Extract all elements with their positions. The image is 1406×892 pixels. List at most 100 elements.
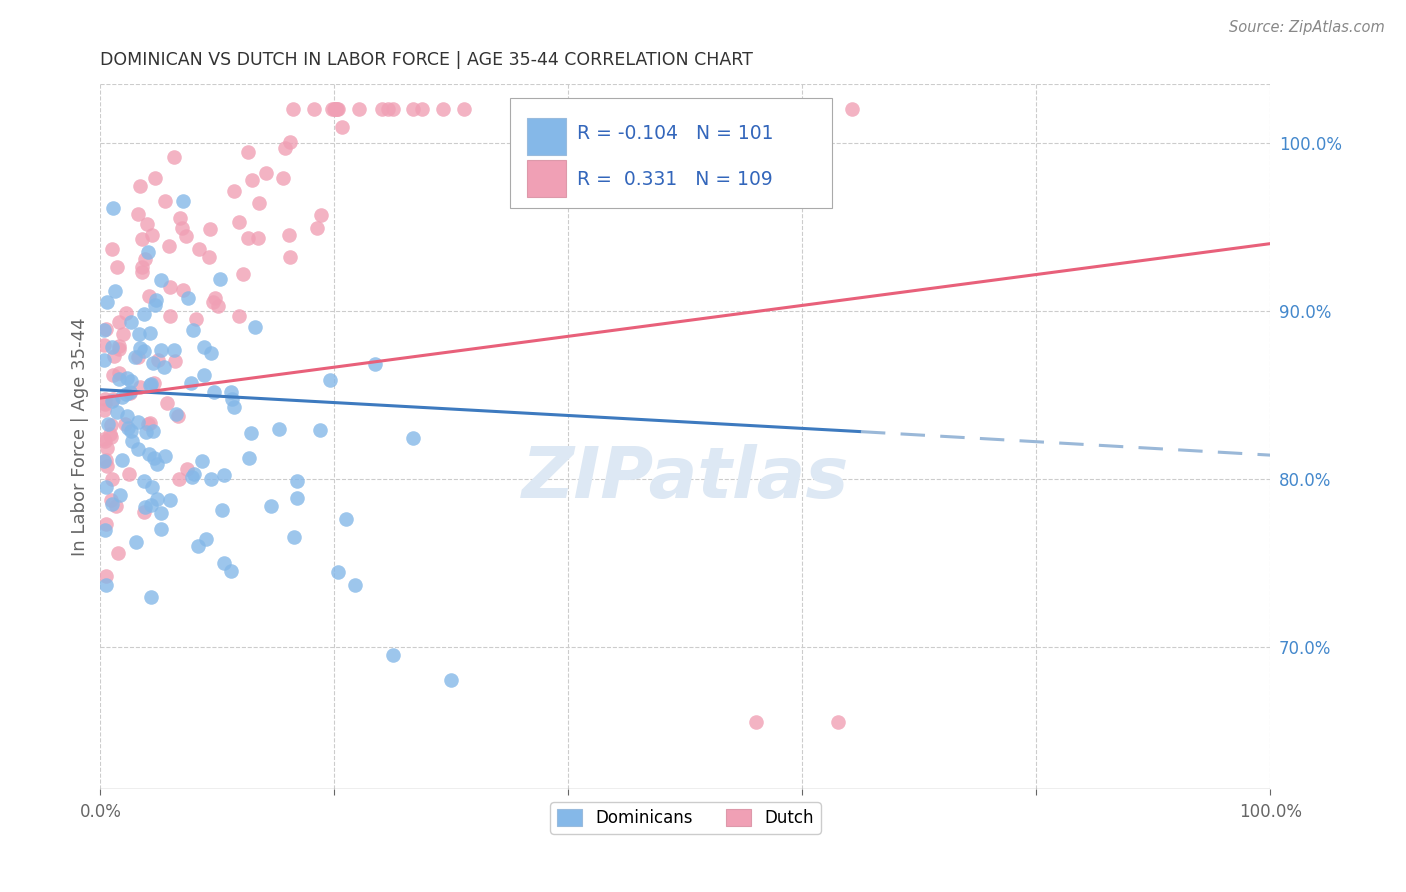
Point: [135, 425, 157, 439]
Text: DOMINICAN VS DUTCH IN LABOR FORCE | AGE 35-44 CORRELATION CHART: DOMINICAN VS DUTCH IN LABOR FORCE | AGE …: [100, 51, 754, 69]
Point: [432, 103, 454, 117]
Point: [150, 343, 173, 358]
Point: [118, 467, 141, 482]
Point: [127, 415, 149, 429]
Point: [219, 564, 242, 578]
Point: [136, 217, 159, 231]
Point: [841, 103, 863, 117]
Point: [169, 211, 191, 225]
Point: [221, 392, 243, 407]
Point: [100, 430, 122, 444]
Point: [236, 145, 259, 159]
Point: [93, 454, 115, 468]
Point: [125, 534, 148, 549]
Point: [121, 434, 143, 448]
Point: [174, 229, 197, 244]
Point: [138, 378, 160, 392]
Point: [108, 488, 131, 502]
Point: [124, 350, 146, 364]
Point: [94, 453, 117, 467]
Point: [321, 103, 343, 117]
Point: [159, 280, 181, 294]
Point: [131, 232, 153, 246]
Point: [198, 250, 221, 264]
Point: [114, 417, 136, 432]
Point: [155, 449, 177, 463]
Point: [172, 284, 194, 298]
Point: [108, 372, 131, 386]
Point: [94, 480, 117, 494]
Point: [181, 469, 204, 483]
Point: [93, 432, 115, 446]
Point: [401, 103, 423, 117]
Point: [96, 441, 118, 455]
Point: [274, 141, 297, 155]
Point: [271, 171, 294, 186]
Point: [170, 221, 193, 235]
Point: [152, 359, 174, 374]
Text: ZIPatlas: ZIPatlas: [522, 444, 849, 514]
Point: [105, 404, 128, 418]
Point: [114, 306, 136, 320]
Point: [94, 322, 117, 336]
Point: [134, 252, 156, 266]
Point: [131, 260, 153, 275]
Point: [183, 323, 205, 337]
Point: [132, 474, 155, 488]
FancyBboxPatch shape: [510, 98, 832, 208]
Point: [141, 498, 163, 512]
Point: [93, 392, 115, 407]
Point: [187, 540, 209, 554]
Point: [103, 349, 125, 363]
Point: [377, 103, 399, 117]
Point: [105, 260, 128, 274]
Point: [108, 315, 131, 329]
Point: [111, 390, 134, 404]
Point: [190, 454, 212, 468]
Point: [326, 103, 349, 117]
FancyBboxPatch shape: [527, 161, 567, 197]
Point: [323, 103, 346, 117]
Point: [204, 291, 226, 305]
Point: [97, 417, 120, 432]
Point: [163, 150, 186, 164]
Point: [101, 497, 124, 511]
Point: [285, 491, 308, 505]
Point: [120, 375, 142, 389]
Point: [96, 578, 118, 592]
Point: [285, 475, 308, 489]
Point: [93, 338, 115, 352]
Point: [100, 426, 122, 441]
Point: [238, 450, 260, 465]
Point: [202, 294, 225, 309]
Point: [364, 357, 387, 371]
Point: [139, 590, 162, 604]
Point: [127, 206, 149, 220]
Y-axis label: In Labor Force | Age 35-44: In Labor Force | Age 35-44: [72, 318, 89, 556]
Point: [318, 373, 340, 387]
Point: [136, 417, 159, 432]
Point: [153, 194, 176, 208]
Point: [157, 239, 180, 253]
Point: [118, 385, 141, 400]
Point: [149, 273, 172, 287]
Point: [156, 396, 179, 410]
Point: [236, 230, 259, 244]
Point: [141, 480, 163, 494]
Point: [94, 434, 117, 448]
Point: [103, 201, 125, 215]
Point: [163, 343, 186, 357]
Point: [247, 196, 270, 211]
Point: [332, 120, 354, 135]
Point: [240, 173, 263, 187]
Point: [101, 472, 124, 486]
Point: [138, 417, 160, 431]
Point: [138, 447, 160, 461]
Point: [200, 472, 222, 486]
Point: [100, 492, 122, 507]
Point: [128, 326, 150, 341]
Legend: Dominicans, Dutch: Dominicans, Dutch: [550, 802, 821, 834]
Point: [219, 384, 242, 399]
Point: [277, 228, 299, 243]
Point: [115, 386, 138, 401]
